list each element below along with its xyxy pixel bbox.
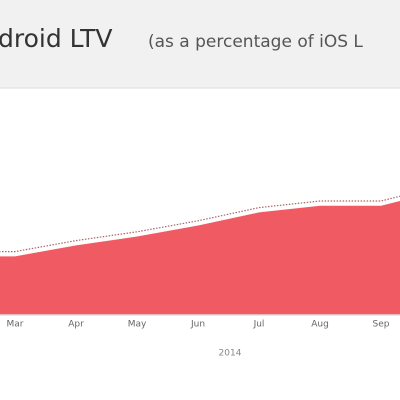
- x-tick-label: May: [128, 320, 147, 330]
- x-tick-label: Aug: [311, 320, 329, 330]
- x-tick-label: Jul: [253, 320, 265, 330]
- x-tick-label: Mar: [7, 320, 24, 330]
- x-axis-label: 2014: [219, 349, 242, 359]
- area: [0, 199, 400, 316]
- chart-title: droid LTV: [0, 24, 113, 53]
- title-band: [0, 0, 400, 88]
- chart-subtitle: (as a percentage of iOS L: [148, 32, 363, 52]
- x-tick-label: Sep: [373, 320, 390, 330]
- x-tick-label: Apr: [68, 320, 84, 330]
- dotted-line: [0, 195, 400, 253]
- x-tick-label: Jun: [190, 320, 205, 330]
